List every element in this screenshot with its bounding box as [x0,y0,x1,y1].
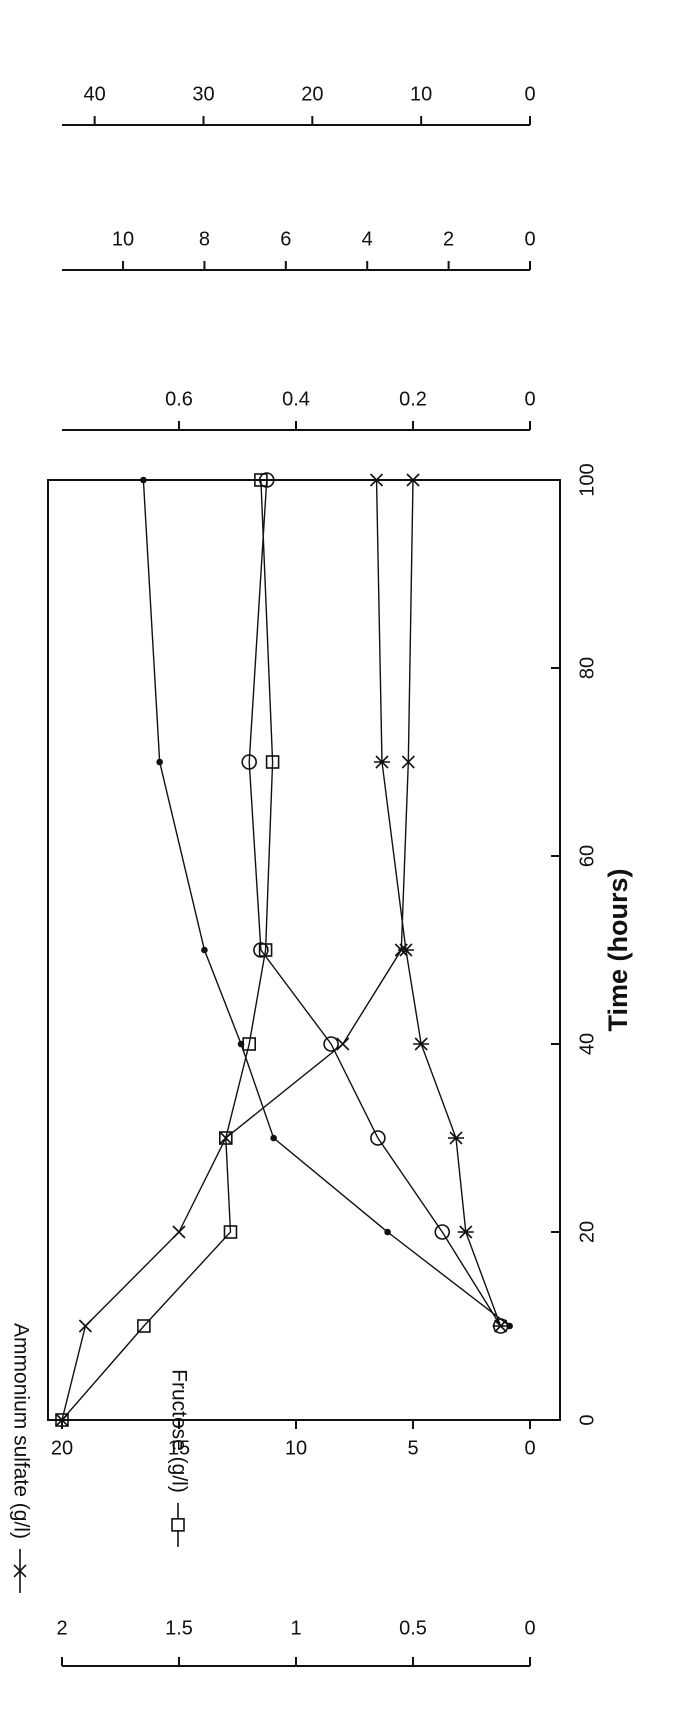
point [385,1230,390,1235]
point [202,948,207,953]
axis-title: Fructose (g/l) [167,1369,190,1493]
x-tick-label: 0 [576,1414,598,1425]
axis-title: Ammonium sulfate (g/l) [9,1323,32,1539]
rotated-frame: Time (hours) 02040608010000.511.52Ammoni… [9,83,696,1666]
x-tick-label: 20 [576,1221,598,1243]
y-tick-label: 40 [84,83,106,105]
y-tick-label: 1 [290,1617,301,1639]
y-tick-label: 10 [285,1437,307,1459]
y-tick-label: 4 [362,228,373,250]
y-tick-label: 8 [199,228,210,250]
y-tick-label: 0.2 [399,388,427,410]
x-tick-label: 60 [576,845,598,867]
y-tick-label: 10 [410,83,432,105]
y-tick-label: 0.5 [399,1617,427,1639]
y-tick-label: 20 [301,83,323,105]
point [239,1042,244,1047]
series-line [143,480,509,1326]
y-tick-label: 30 [192,83,214,105]
y-tick-label: 5 [407,1437,418,1459]
y-tick-label: 10 [112,228,134,250]
y-tick-label: 0 [524,388,535,410]
point [173,1226,185,1238]
y-tick-label: 0.6 [165,388,193,410]
x-tick-label: 40 [576,1033,598,1055]
x-tick-label: 80 [576,657,598,679]
point [271,1136,276,1141]
y-tick-label: 2 [443,228,454,250]
point [141,478,146,483]
y-tick-label: 0.4 [282,388,310,410]
x-axis-title: Time (hours) [603,868,633,1031]
y-tick-label: 0 [524,83,535,105]
series-line [62,480,413,1420]
y-tick-label: 6 [280,228,291,250]
y-tick-label: 1.5 [165,1617,193,1639]
y-tick-label: 2 [56,1617,67,1639]
x-tick-label: 100 [576,463,598,496]
legend-symbol [172,1519,184,1531]
series-line [62,480,273,1420]
series-line [377,480,501,1326]
y-tick-label: 20 [51,1437,73,1459]
y-tick-label: 0 [524,1437,535,1459]
y-tick-label: 0 [524,1617,535,1639]
page: Time (hours) 02040608010000.511.52Ammoni… [0,0,696,1721]
point [79,1320,91,1332]
point [157,760,162,765]
y-tick-label: 0 [524,228,535,250]
chart: Time (hours) 02040608010000.511.52Ammoni… [0,0,696,1721]
